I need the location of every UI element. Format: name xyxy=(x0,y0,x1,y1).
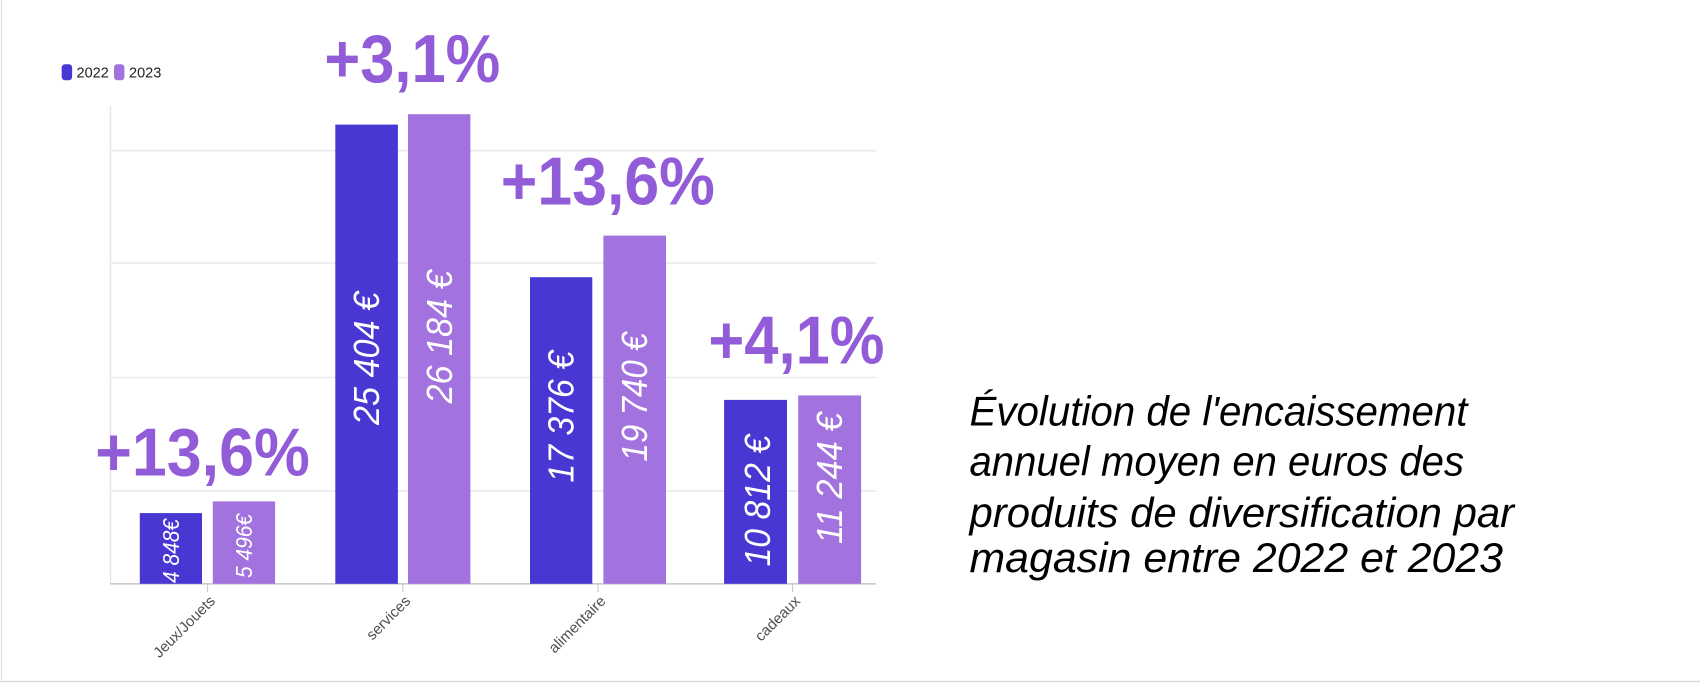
svg-text:25 404 €: 25 404 € xyxy=(346,290,387,426)
svg-text:4 848€: 4 848€ xyxy=(158,518,184,583)
svg-text:17 376 €: 17 376 € xyxy=(541,349,582,482)
svg-text:produits de diversification pa: produits de diversification par xyxy=(967,489,1516,536)
svg-text:19 740 €: 19 740 € xyxy=(614,331,655,462)
svg-text:Évolution de l'encaissement: Évolution de l'encaissement xyxy=(970,388,1469,435)
svg-text:magasin entre 2022 et 2023: magasin entre 2022 et 2023 xyxy=(970,534,1504,581)
svg-text:Jeux/Jouets: Jeux/Jouets xyxy=(150,593,219,662)
svg-text:26 184 €: 26 184 € xyxy=(419,269,460,405)
svg-text:cadeaux: cadeaux xyxy=(752,592,804,644)
svg-text:+4,1%: +4,1% xyxy=(708,302,884,378)
svg-text:2023: 2023 xyxy=(129,66,161,82)
svg-text:annuel moyen en euros des: annuel moyen en euros des xyxy=(970,438,1465,485)
svg-text:services: services xyxy=(363,593,414,644)
svg-text:alimentaire: alimentaire xyxy=(545,593,609,657)
svg-text:+3,1%: +3,1% xyxy=(324,21,500,97)
svg-text:+13,6%: +13,6% xyxy=(95,415,310,491)
svg-text:11 244 €: 11 244 € xyxy=(809,411,850,544)
svg-text:10 812 €: 10 812 € xyxy=(737,433,778,566)
svg-text:2022: 2022 xyxy=(77,66,109,82)
svg-text:+13,6%: +13,6% xyxy=(501,144,715,220)
svg-text:5 496€: 5 496€ xyxy=(231,513,257,578)
